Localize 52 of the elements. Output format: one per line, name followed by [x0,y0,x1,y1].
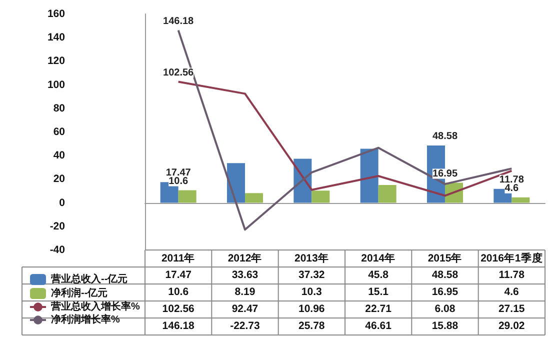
data-label: 25.78 [298,320,325,332]
data-label: 10.96 [298,303,325,315]
legend-label: 营业总收入增长率% [50,300,140,312]
data-label: 37.32 [298,269,325,281]
legend-label: 净利润增长率% [51,314,120,326]
y-tick-label: 40 [53,150,66,162]
y-tick-label: 80 [53,102,66,114]
x-tick-label: 2012年 [228,252,262,264]
y-tick-label: 60 [53,126,66,138]
data-label: 15.1 [368,286,389,298]
x-tick-label: 2014年 [361,252,396,264]
data-label: 17.47 [165,269,192,281]
y-tick-label: 20 [53,173,66,186]
y-tick-label: -40 [50,244,66,256]
data-label: 92.47 [232,303,258,315]
annotation: 16.95 [432,168,458,180]
data-label: 6.08 [434,303,456,315]
annotation: 4.6 [504,182,520,194]
data-label: 22.71 [365,303,392,315]
y-tick-label: 0 [59,196,66,209]
data-label: -22.73 [230,320,260,332]
y-tick-label: 100 [47,78,66,91]
data-label: 33.63 [232,269,258,281]
annotation: 102.56 [163,67,194,78]
data-label: 102.56 [162,303,194,315]
annotation: 11.78 [499,174,524,186]
data-label: 16.95 [432,286,458,298]
data-label: 46.61 [365,320,392,332]
data-label: 48.58 [432,269,458,281]
x-tick-label: 2016年1季度 [480,252,543,264]
annotation: 48.58 [432,130,458,142]
data-label: 4.6 [504,286,519,298]
data-label: 15.88 [432,320,458,332]
x-tick-label: 2011年 [161,252,196,264]
legend-label: 营业总收入--亿元 [50,273,128,285]
data-label: 45.8 [368,269,389,281]
annotation: 146.18 [163,16,194,27]
data-label: 27.15 [498,303,525,315]
legend-label: 净利润--亿元 [51,287,108,299]
data-label: 10.6 [168,286,189,298]
data-label: 10.3 [301,286,322,298]
data-label: 8.19 [234,286,256,298]
y-tick-label: 140 [47,32,66,44]
x-tick-label: 2013年 [294,252,329,264]
data-label: 29.02 [498,320,525,332]
y-tick-label: -20 [50,220,66,232]
data-label: 146.18 [162,320,194,332]
y-tick-label: 120 [47,55,66,68]
annotation: 10.6 [168,176,188,187]
y-tick-label: 160 [47,8,66,20]
x-tick-label: 2015年 [428,252,462,264]
data-label: 11.78 [498,269,524,281]
